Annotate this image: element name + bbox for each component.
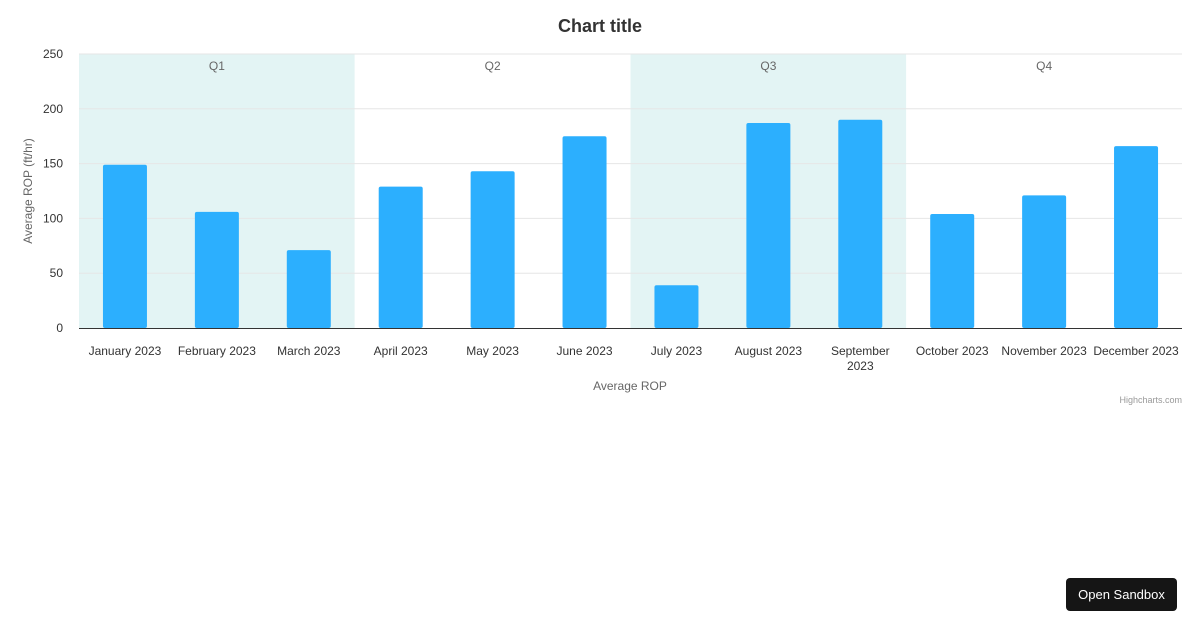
x-tick-label: December 2023 <box>1093 344 1179 358</box>
y-tick-label: 150 <box>43 157 63 171</box>
x-axis-title: Average ROP <box>593 379 667 393</box>
bar-november-2023[interactable] <box>1022 195 1067 328</box>
bar-april-2023[interactable] <box>378 186 423 328</box>
plot-band-label: Q2 <box>485 59 501 73</box>
gridlines <box>79 53 1182 274</box>
bar-october-2023[interactable] <box>930 214 975 328</box>
y-tick-label: 250 <box>43 47 63 61</box>
y-tick-label: 200 <box>43 102 63 116</box>
bar-march-2023[interactable] <box>286 250 331 328</box>
x-tick-label: June 2023 <box>557 344 613 358</box>
credits-link[interactable]: Highcharts.com <box>1119 395 1182 405</box>
x-tick-label: October 2023 <box>916 344 989 358</box>
x-tick-label: March 2023 <box>277 344 341 358</box>
bar-december-2023[interactable] <box>1114 146 1159 328</box>
x-tick-label: September 2023 <box>831 344 890 373</box>
bar-august-2023[interactable] <box>746 123 791 328</box>
bar-september-2023[interactable] <box>838 119 883 328</box>
bar-may-2023[interactable] <box>470 171 515 328</box>
x-tick-label: November 2023 <box>1001 344 1087 358</box>
x-tick-label: February 2023 <box>178 344 256 358</box>
x-tick-label: July 2023 <box>651 344 703 358</box>
x-tick-label: August 2023 <box>735 344 803 358</box>
open-sandbox-button[interactable]: Open Sandbox <box>1066 578 1177 611</box>
plot-band-label: Q3 <box>760 59 776 73</box>
x-tick-label: January 2023 <box>89 344 162 358</box>
chart-container: Q1 Q2 Q3 Q4 0 50 100 150 200 250 January 2023 Febr… <box>21 16 1182 405</box>
y-tick-label: 0 <box>56 321 63 335</box>
axes: 0 50 100 150 200 250 January 2023 February 2023… <box>43 47 1182 373</box>
bar-february-2023[interactable] <box>194 211 239 328</box>
y-axis-title: Average ROP (ft/hr) <box>21 138 35 244</box>
bar-series <box>102 119 1159 328</box>
y-tick-label: 100 <box>43 211 63 225</box>
y-tick-label: 50 <box>50 266 64 280</box>
bar-chart: Q1 Q2 Q3 Q4 0 50 100 150 200 250 January 2023 Febr… <box>21 16 1182 405</box>
plot-band-label: Q1 <box>209 59 225 73</box>
plot-bands: Q1 Q2 Q3 Q4 <box>79 54 1182 328</box>
bar-january-2023[interactable] <box>102 164 147 328</box>
bar-june-2023[interactable] <box>562 136 607 328</box>
x-tick-label: April 2023 <box>374 344 428 358</box>
plot-band-label: Q4 <box>1036 59 1052 73</box>
bar-july-2023[interactable] <box>654 285 699 328</box>
chart-title: Chart title <box>558 16 642 36</box>
x-tick-label: May 2023 <box>466 344 519 358</box>
